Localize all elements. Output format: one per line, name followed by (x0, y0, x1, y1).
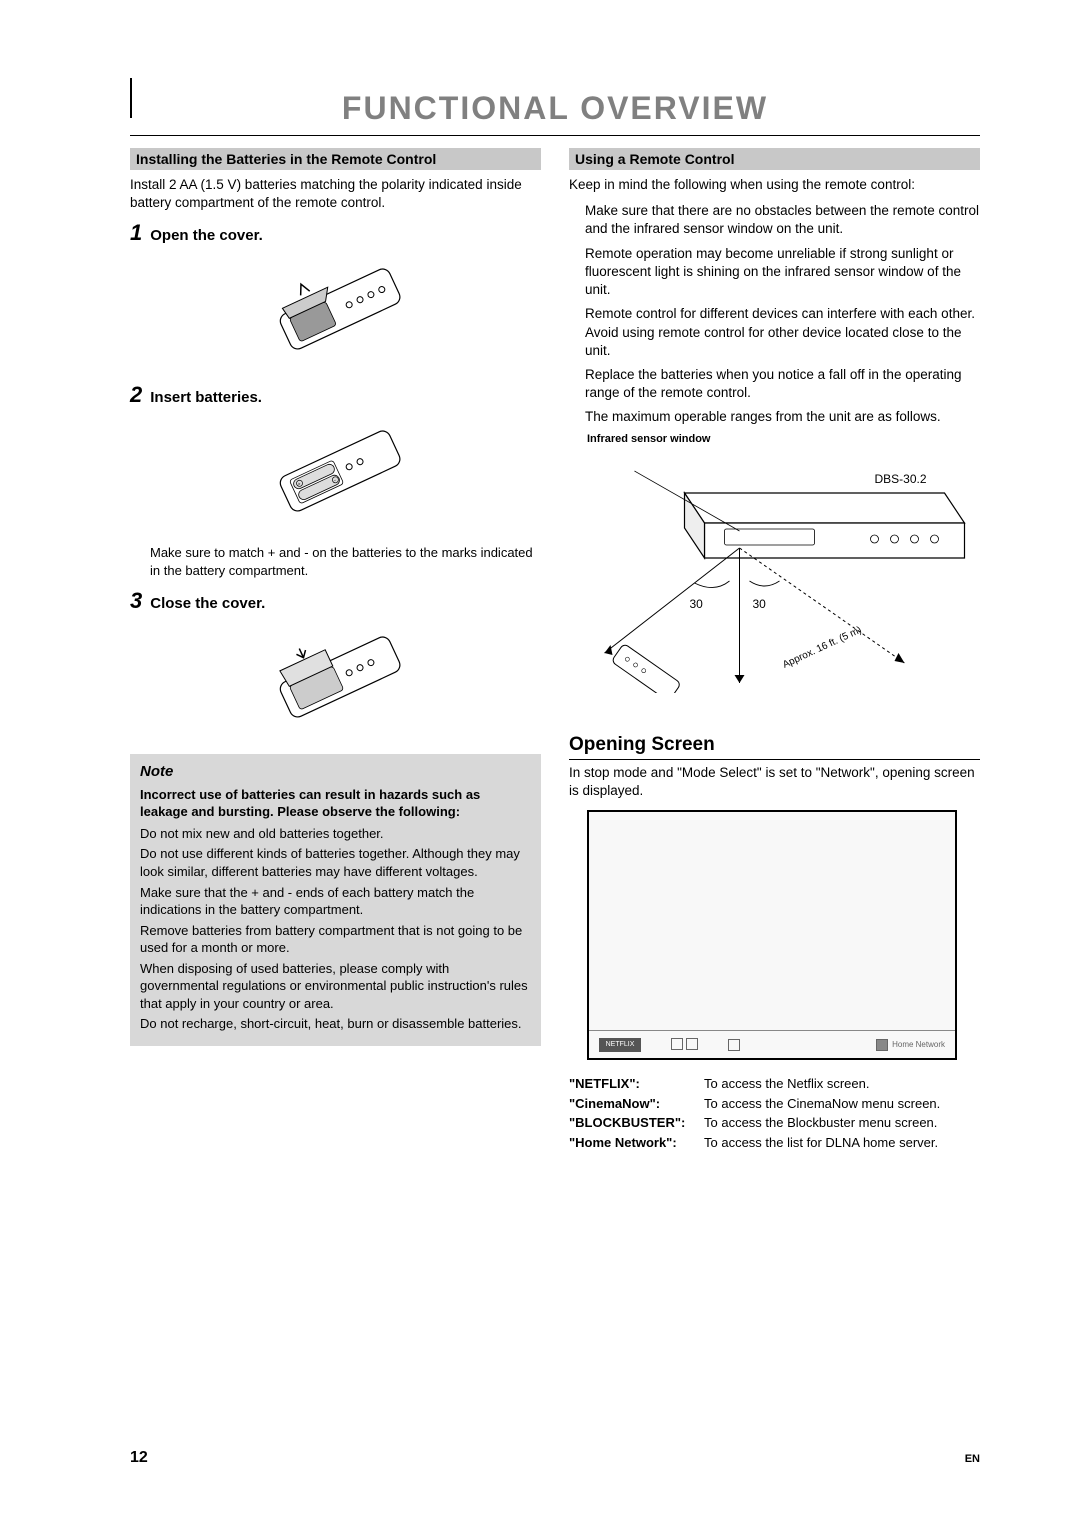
opening-screen-mock: NETFLIX Home Network (587, 810, 957, 1060)
illustration-close-cover (130, 620, 541, 740)
step-3: 3 Close the cover. (130, 588, 541, 614)
note-item: When disposing of used batteries, please… (140, 960, 531, 1013)
remote-open-cover-svg (251, 252, 421, 372)
bullet-item: The maximum operable ranges from the uni… (583, 408, 980, 426)
step-2-subtext: Make sure to match + and - on the batter… (150, 544, 541, 579)
note-item: Make sure that the + and - ends of each … (140, 884, 531, 919)
screen-placeholder-icon (728, 1039, 740, 1051)
service-definitions: "NETFLIX": To access the Netflix screen.… (569, 1074, 980, 1152)
def-term: "NETFLIX": (569, 1074, 704, 1094)
two-column-layout: Installing the Batteries in the Remote C… (130, 148, 980, 1152)
batteries-intro: Install 2 AA (1.5 V) batteries matching … (130, 176, 541, 212)
remote-close-svg (251, 620, 421, 740)
def-term: "Home Network": (569, 1133, 704, 1153)
svg-text:30: 30 (690, 597, 704, 611)
note-item: Do not mix new and old batteries togethe… (140, 825, 531, 843)
using-remote-intro: Keep in mind the following when using th… (569, 176, 980, 194)
step-3-number: 3 (130, 588, 142, 614)
def-row: "Home Network": To access the list for D… (569, 1133, 980, 1153)
svg-text:Approx. 16 ft. (5 m): Approx. 16 ft. (5 m) (781, 624, 863, 670)
def-row: "BLOCKBUSTER": To access the Blockbuster… (569, 1113, 980, 1133)
step-1: 1 Open the cover. (130, 220, 541, 246)
svg-text:30: 30 (753, 597, 767, 611)
screen-bottom-bar: NETFLIX Home Network (589, 1030, 955, 1058)
step-3-label: Close the cover. (150, 595, 265, 612)
illustration-open-cover (130, 252, 541, 372)
step-2-number: 2 (130, 382, 142, 408)
home-network-label: Home Network (876, 1039, 945, 1051)
note-item: Remove batteries from battery compartmen… (140, 922, 531, 957)
note-title: Note (140, 762, 531, 782)
section-header-batteries: Installing the Batteries in the Remote C… (130, 148, 541, 170)
screen-icon-group (671, 1038, 698, 1052)
model-label: DBS-30.2 (875, 472, 927, 486)
def-row: "CinemaNow": To access the CinemaNow men… (569, 1094, 980, 1114)
step-1-number: 1 (130, 220, 142, 246)
note-box: Note Incorrect use of batteries can resu… (130, 754, 541, 1046)
bullet-item: Remote operation may become unreliable i… (583, 245, 980, 300)
illustration-insert-batteries: + − (130, 414, 541, 534)
opening-screen-title: Opening Screen (569, 734, 980, 760)
left-column: Installing the Batteries in the Remote C… (130, 148, 541, 1152)
step-2: 2 Insert batteries. (130, 382, 541, 408)
bullet-item: Make sure that there are no obstacles be… (583, 202, 980, 238)
bullet-item: Replace the batteries when you notice a … (583, 366, 980, 402)
title-rule (130, 135, 980, 136)
opening-screen-intro: In stop mode and "Mode Select" is set to… (569, 764, 980, 800)
page-number: 12 (130, 1449, 148, 1467)
def-desc: To access the list for DLNA home server. (704, 1133, 938, 1153)
def-desc: To access the Blockbuster menu screen. (704, 1113, 937, 1133)
def-row: "NETFLIX": To access the Netflix screen. (569, 1074, 980, 1094)
infrared-label: Infrared sensor window (587, 433, 980, 445)
page-title: FUNCTIONAL OVERVIEW (130, 90, 980, 127)
right-column: Using a Remote Control Keep in mind the … (569, 148, 980, 1152)
note-item: Do not use different kinds of batteries … (140, 845, 531, 880)
section-header-using-remote: Using a Remote Control (569, 148, 980, 170)
home-network-text: Home Network (892, 1040, 945, 1049)
step-1-label: Open the cover. (150, 227, 263, 244)
language-code: EN (965, 1453, 980, 1465)
step-2-label: Insert batteries. (150, 389, 262, 406)
header-vertical-rule (130, 78, 132, 118)
remote-insert-svg: + − (251, 414, 421, 534)
note-lead: Incorrect use of batteries can result in… (140, 786, 531, 821)
remote-bullets: Make sure that there are no obstacles be… (583, 202, 980, 426)
bullet-item: Remote control for different devices can… (583, 305, 980, 360)
def-desc: To access the Netflix screen. (704, 1074, 869, 1094)
netflix-icon: NETFLIX (599, 1038, 641, 1052)
def-term: "BLOCKBUSTER": (569, 1113, 704, 1133)
def-desc: To access the CinemaNow menu screen. (704, 1094, 940, 1114)
def-term: "CinemaNow": (569, 1094, 704, 1114)
device-range-diagram: DBS-30.2 30 30 (569, 453, 980, 693)
note-item: Do not recharge, short-circuit, heat, bu… (140, 1015, 531, 1033)
